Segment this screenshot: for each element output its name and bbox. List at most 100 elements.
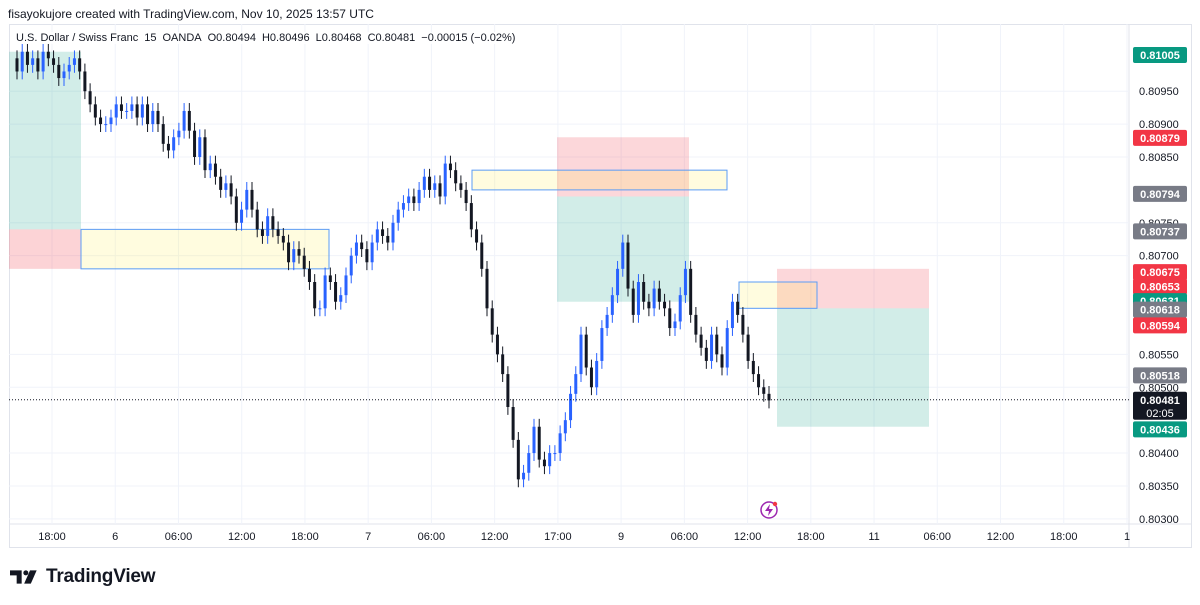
price-label-badge (1133, 47, 1187, 64)
candle-body (93, 104, 97, 118)
time-tick-label: 12:00 (734, 531, 762, 543)
time-tick-label: 9 (618, 531, 624, 543)
candle-body (266, 216, 270, 236)
candle-body (516, 439, 520, 480)
candle-body (757, 374, 761, 388)
candle-body (78, 58, 82, 72)
candle-body (626, 242, 630, 289)
candle-body (172, 137, 176, 151)
candle-body (663, 301, 667, 309)
candle-body (156, 110, 160, 125)
candle-body (146, 104, 150, 125)
candle-body (652, 288, 656, 309)
candle-body (25, 51, 29, 65)
candle-body (475, 229, 479, 243)
candle-body (271, 216, 275, 230)
candle-body (208, 163, 212, 171)
chart-area[interactable]: 0.809500.809000.808500.807500.807000.805… (9, 24, 1192, 548)
price-label-text: 0.80618 (1140, 305, 1180, 317)
price-label-text: 0.80879 (1140, 133, 1180, 145)
candle-body (287, 242, 291, 263)
candle-body (767, 393, 771, 401)
candle-body (720, 354, 724, 368)
price-chart[interactable]: 0.809500.809000.808500.807500.807000.805… (9, 24, 1192, 548)
time-tick-label: 06:00 (418, 531, 446, 543)
price-tick-label: 0.80550 (1139, 349, 1179, 361)
price-label-badge (1133, 367, 1187, 384)
candle-body (224, 183, 228, 190)
candle-body (339, 295, 343, 302)
ohlc-low: L0.80468 (315, 32, 362, 44)
time-tick-label: 1 (1124, 531, 1130, 543)
candle-body (213, 163, 217, 177)
candle-body (636, 282, 640, 315)
time-tick-label: 12:00 (228, 531, 256, 543)
candle-body (574, 374, 578, 394)
price-tick-label: 0.80350 (1139, 481, 1179, 493)
candle-body (307, 268, 311, 282)
candle-body (114, 104, 118, 118)
candle-body (198, 137, 202, 157)
candle-body (689, 268, 693, 315)
candle-body (532, 426, 536, 454)
candle-body (751, 360, 755, 375)
candle-body (485, 268, 489, 309)
candle-body (140, 104, 144, 118)
candle-body (412, 196, 416, 204)
range-box (738, 281, 818, 309)
tradingview-logo[interactable]: TradingView (10, 566, 156, 588)
candles (15, 43, 771, 488)
candle-body (72, 58, 76, 65)
candle-body (219, 176, 223, 190)
candle-body (360, 242, 364, 250)
candle-body (422, 176, 426, 190)
candle-body (464, 189, 468, 204)
candle-body (746, 334, 750, 361)
range-box (80, 228, 330, 270)
price-labels: 0.81005 0.80879 0.80794 0.80737 0.80675 0.806… (9, 47, 1187, 519)
candle-body (725, 328, 729, 368)
candle-body (313, 282, 317, 309)
trade-zone (777, 268, 929, 309)
symbol-source: OANDA (162, 32, 202, 44)
trade-zone (472, 170, 727, 190)
candle-body (46, 51, 50, 59)
candle-body (334, 282, 338, 302)
price-label-badge (1133, 278, 1187, 295)
candle-body (255, 209, 259, 230)
price-label-badge (1133, 185, 1187, 202)
candle-body (88, 91, 92, 105)
time-tick-label: 7 (365, 531, 371, 543)
tradingview-logo-icon (10, 570, 37, 584)
chart-border (9, 24, 1192, 548)
ohlc-high: H0.80496 (261, 32, 310, 44)
price-label-badge (1133, 264, 1187, 281)
candle-body (647, 301, 651, 309)
candle-body (527, 453, 531, 473)
candle-body (428, 176, 432, 190)
candle-body (302, 255, 306, 269)
candle-body (459, 183, 463, 190)
candle-body (318, 308, 322, 310)
candle-body (182, 110, 186, 131)
candle-body (99, 117, 103, 125)
grid-lines (9, 24, 1192, 548)
candle-body (569, 393, 573, 421)
economic-event-icon[interactable] (760, 501, 778, 519)
symbol-info-bar[interactable]: U.S. Dollar / Swiss Franc 15 OANDA O0.80494… (14, 32, 524, 44)
symbol-name[interactable]: U.S. Dollar / Swiss Franc (16, 32, 139, 44)
candle-body (563, 420, 567, 434)
candle-body (125, 110, 129, 112)
time-tick-label: 06:00 (165, 531, 193, 543)
candle-body (57, 64, 61, 79)
candle-body (323, 275, 327, 309)
tradingview-logo-text: TradingView (46, 566, 156, 587)
candle-body (83, 71, 87, 92)
candle-body (328, 275, 332, 282)
candle-body (584, 334, 588, 368)
candle-body (595, 360, 599, 388)
candle-body (694, 314, 698, 335)
candle-body (365, 249, 369, 263)
range-box (471, 169, 728, 191)
candle-body (375, 229, 379, 243)
